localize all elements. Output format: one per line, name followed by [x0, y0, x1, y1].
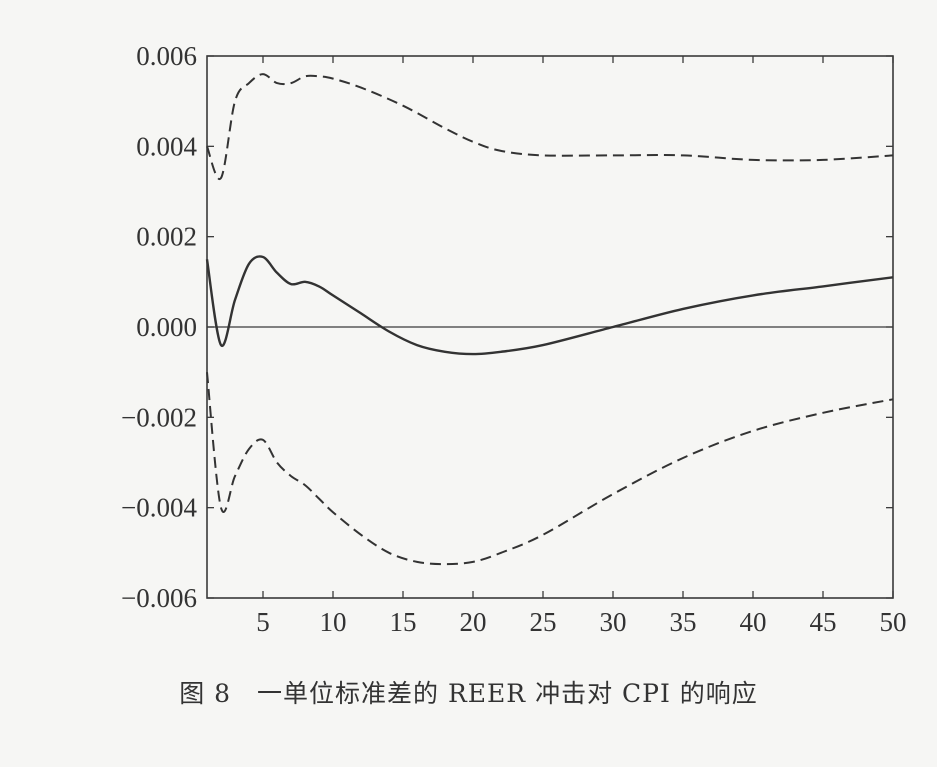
y-tick-label: 0.004 [136, 131, 197, 161]
y-tick-label: −0.006 [121, 583, 197, 613]
x-tick-label: 50 [880, 607, 907, 637]
x-tick-label: 5 [256, 607, 270, 637]
x-tick-label: 40 [740, 607, 767, 637]
x-tick-label: 10 [320, 607, 347, 637]
figure-caption: 图 8 一单位标准差的 REER 冲击对 CPI 的响应 [179, 679, 758, 708]
response-line [205, 255, 894, 356]
y-tick-label: 0.002 [136, 222, 197, 252]
x-tick-label: 45 [810, 607, 837, 637]
x-tick-label: 35 [670, 607, 697, 637]
lower-band-line [206, 372, 894, 566]
y-tick-label: −0.004 [121, 493, 197, 523]
plot-area: 0.006 0.004 0.002 0.000 −0.002 −0.004 −0.006 5 1… [121, 41, 906, 637]
y-tick-label: −0.002 [121, 402, 197, 432]
x-tick-label: 20 [460, 607, 487, 637]
y-tick-label: 0.000 [136, 312, 197, 342]
x-tick-label: 15 [390, 607, 417, 637]
x-tick-label: 30 [600, 607, 627, 637]
x-tick-label: 25 [530, 607, 557, 637]
upper-band-line [206, 73, 894, 181]
y-tick-label: 0.006 [136, 41, 197, 71]
